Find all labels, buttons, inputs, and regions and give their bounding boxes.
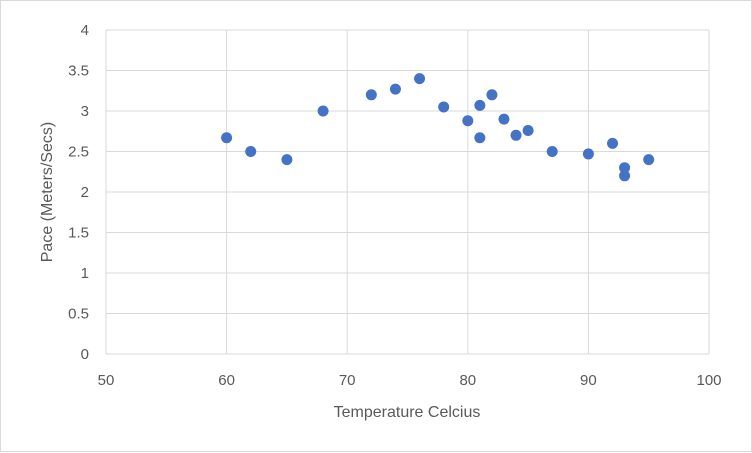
data-point [619,162,631,174]
data-point [619,170,631,182]
y-tick-label: 2.5 [68,144,89,161]
data-point [389,83,401,95]
data-point [281,154,293,166]
data-point [486,89,498,101]
data-point [462,115,474,127]
y-tick-label: 4 [81,22,89,39]
data-point [474,99,486,111]
x-tick-label: 60 [218,372,235,389]
x-axis-title: Temperature Celcius [334,404,481,421]
data-point [643,154,655,166]
y-tick-label: 2 [81,184,89,201]
tick-labels: 50 60 70 80 90 100 0 0.5 1 1.5 2 2.5 3 3.5 4 [68,22,721,389]
y-tick-label: 1 [81,265,89,282]
data-point [221,132,233,144]
data-point [522,124,534,136]
data-point [510,129,522,141]
data-point [414,73,426,85]
x-tick-label: 90 [580,372,597,389]
x-tick-label: 100 [696,372,721,389]
data-point [546,146,558,157]
x-tick-label: 50 [98,372,115,389]
data-point [474,132,486,144]
y-tick-label: 3.5 [68,63,89,80]
data-point [365,89,377,101]
gridlines [105,29,710,355]
y-tick-label: 3 [81,103,89,120]
data-points [221,73,655,182]
x-tick-label: 70 [339,372,356,389]
y-tick-label: 0.5 [68,306,89,323]
data-point [317,105,329,117]
data-point [245,146,257,157]
data-point [498,113,510,125]
data-point [582,148,594,160]
y-tick-label: 0 [81,346,89,363]
data-point [438,101,450,113]
y-tick-label: 1.5 [68,225,89,242]
x-tick-label: 80 [459,372,476,389]
data-point [607,137,619,149]
y-axis-title: Pace (Meters/Secs) [39,122,56,262]
